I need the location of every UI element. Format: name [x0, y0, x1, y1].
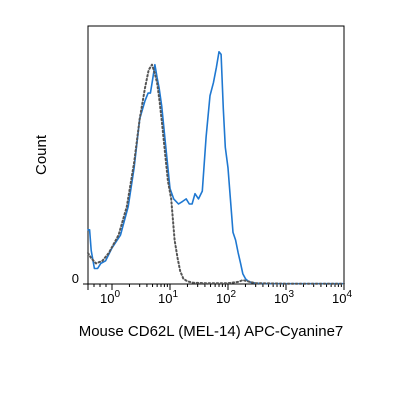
x-tick-label: 103	[274, 289, 294, 306]
x-tick-label: 104	[332, 289, 352, 306]
solid-stained-series-line	[87, 50, 345, 285]
y-tick-label: 0	[72, 271, 79, 286]
plot-frame	[87, 25, 345, 285]
y-axis-ticks: 0	[72, 271, 88, 286]
dotted-control-series-line	[87, 63, 345, 285]
series-layer	[87, 50, 345, 285]
x-axis-ticks: 100 101 102 103 104	[87, 284, 352, 306]
y-axis-title: Count	[33, 134, 50, 175]
x-axis-title: Mouse CD62L (MEL-14) APC-Cyanine7	[79, 323, 344, 340]
x-tick-label: 100	[100, 289, 120, 306]
x-tick-label: 101	[158, 289, 178, 306]
x-tick-label: 102	[216, 289, 236, 306]
